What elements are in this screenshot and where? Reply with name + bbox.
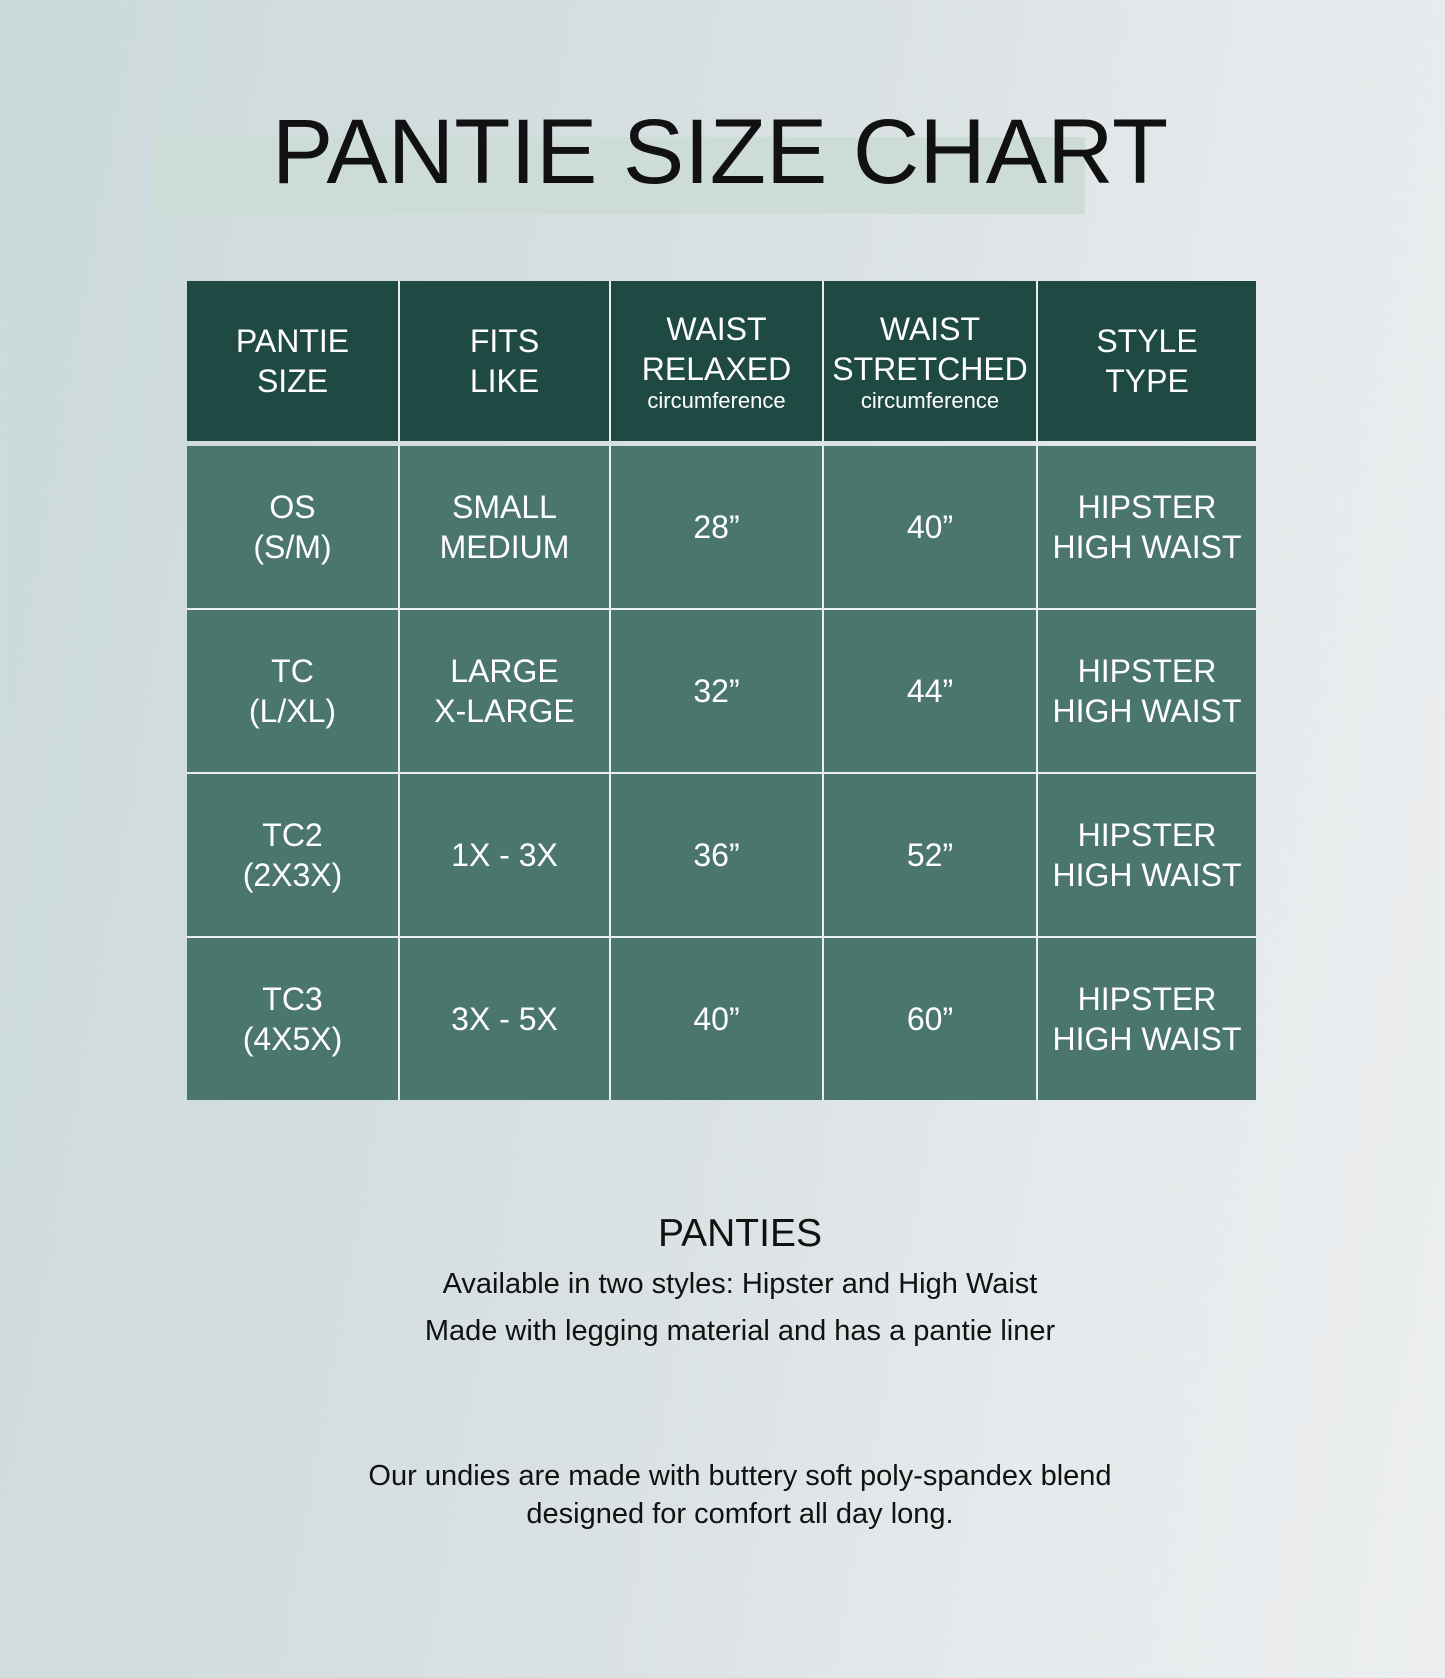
info-line-2: Made with legging material and has a pan…: [424, 1315, 1056, 1347]
header-line: RELAXED: [641, 351, 792, 387]
fits-cell: SMALL MEDIUM: [400, 446, 611, 608]
relaxed-cell: 28”: [611, 446, 824, 608]
header-line: STYLE: [1096, 323, 1198, 359]
header-subtitle: circumference: [647, 388, 786, 413]
style-line: HIGH WAIST: [1052, 693, 1242, 729]
fits-line: 3X - 5X: [451, 1001, 558, 1037]
table-row: OS (S/M) SMALL MEDIUM 28” 40” HIPSTER HIGH …: [187, 446, 1256, 610]
waist-relaxed: 36”: [693, 837, 740, 873]
stretched-cell: 60”: [824, 938, 1038, 1100]
header-line: PANTIE: [235, 323, 350, 359]
table-header: PANTIE SIZE FITS LIKE WAIST RELAXED circumfere…: [187, 281, 1256, 441]
style-line: HIGH WAIST: [1052, 529, 1242, 565]
size-cell: TC2 (2X3X): [187, 774, 400, 936]
fits-line: MEDIUM: [439, 529, 570, 565]
waist-relaxed: 28”: [693, 509, 740, 545]
size-range: (S/M): [253, 529, 332, 565]
style-line: HIPSTER: [1077, 817, 1217, 853]
table-row: TC3 (4X5X) 3X - 5X 40” 60” HIPSTER HIGH WA…: [187, 938, 1256, 1100]
style-cell: HIPSTER HIGH WAIST: [1038, 610, 1256, 772]
fits-line: X-LARGE: [434, 693, 575, 729]
header-subtitle: circumference: [860, 388, 1000, 413]
stretched-cell: 44”: [824, 610, 1038, 772]
waist-stretched: 60”: [906, 1001, 954, 1037]
table-body: OS (S/M) SMALL MEDIUM 28” 40” HIPSTER HIGH …: [187, 446, 1256, 1100]
style-line: HIGH WAIST: [1052, 857, 1242, 893]
page-title: PANTIE SIZE CHART: [271, 101, 1169, 203]
size-cell: OS (S/M): [187, 446, 400, 608]
size-code: OS: [269, 489, 316, 525]
header-line: WAIST: [879, 311, 981, 347]
header-line: FITS: [469, 323, 540, 359]
table-row: TC (L/XL) LARGE X-LARGE 32” 44” HIPSTER HIG…: [187, 610, 1256, 774]
fits-cell: 1X - 3X: [400, 774, 611, 936]
table-row: TC2 (2X3X) 1X - 3X 36” 52” HIPSTER HIGH WA…: [187, 774, 1256, 938]
size-cell: TC (L/XL): [187, 610, 400, 772]
style-cell: HIPSTER HIGH WAIST: [1038, 774, 1256, 936]
relaxed-cell: 40”: [611, 938, 824, 1100]
note-line-1: Our undies are made with buttery soft po…: [368, 1460, 1112, 1492]
size-range: (2X3X): [242, 857, 343, 893]
relaxed-cell: 36”: [611, 774, 824, 936]
size-code: TC2: [262, 817, 323, 853]
info-heading: PANTIES: [658, 1212, 822, 1255]
fits-line: LARGE: [450, 653, 559, 689]
note-line-2: designed for comfort all day long.: [526, 1498, 954, 1530]
fits-line: SMALL: [452, 489, 557, 525]
stretched-cell: 40”: [824, 446, 1038, 608]
size-range: (4X5X): [242, 1021, 343, 1057]
size-code: TC: [271, 653, 314, 689]
column-header: FITS LIKE: [400, 281, 611, 441]
header-line: TYPE: [1105, 363, 1189, 399]
style-line: HIGH WAIST: [1052, 1021, 1242, 1057]
header-line: LIKE: [469, 363, 540, 399]
size-cell: TC3 (4X5X): [187, 938, 400, 1100]
style-cell: HIPSTER HIGH WAIST: [1038, 938, 1256, 1100]
waist-stretched: 52”: [906, 837, 954, 873]
size-range: (L/XL): [248, 693, 337, 729]
style-line: HIPSTER: [1077, 981, 1217, 1017]
header-line: STRETCHED: [832, 351, 1028, 387]
column-header: WAIST STRETCHED circumference: [824, 281, 1038, 441]
style-line: HIPSTER: [1077, 489, 1217, 525]
fits-cell: LARGE X-LARGE: [400, 610, 611, 772]
header-line: WAIST: [666, 311, 767, 347]
waist-relaxed: 32”: [693, 673, 740, 709]
header-line: SIZE: [256, 363, 329, 399]
title-highlight: [153, 137, 1085, 214]
style-cell: HIPSTER HIGH WAIST: [1038, 446, 1256, 608]
waist-stretched: 44”: [906, 673, 954, 709]
fits-cell: 3X - 5X: [400, 938, 611, 1100]
size-table: PANTIE SIZE FITS LIKE WAIST RELAXED circumfere…: [187, 281, 1256, 1100]
info-line-1: Available in two styles: Hipster and Hig…: [442, 1268, 1038, 1300]
column-header: WAIST RELAXED circumference: [611, 281, 824, 441]
relaxed-cell: 32”: [611, 610, 824, 772]
waist-relaxed: 40”: [693, 1001, 740, 1037]
stretched-cell: 52”: [824, 774, 1038, 936]
column-header: STYLE TYPE: [1038, 281, 1256, 441]
size-code: TC3: [262, 981, 323, 1017]
waist-stretched: 40”: [906, 509, 954, 545]
fits-line: 1X - 3X: [451, 837, 558, 873]
column-header: PANTIE SIZE: [187, 281, 400, 441]
style-line: HIPSTER: [1077, 653, 1217, 689]
